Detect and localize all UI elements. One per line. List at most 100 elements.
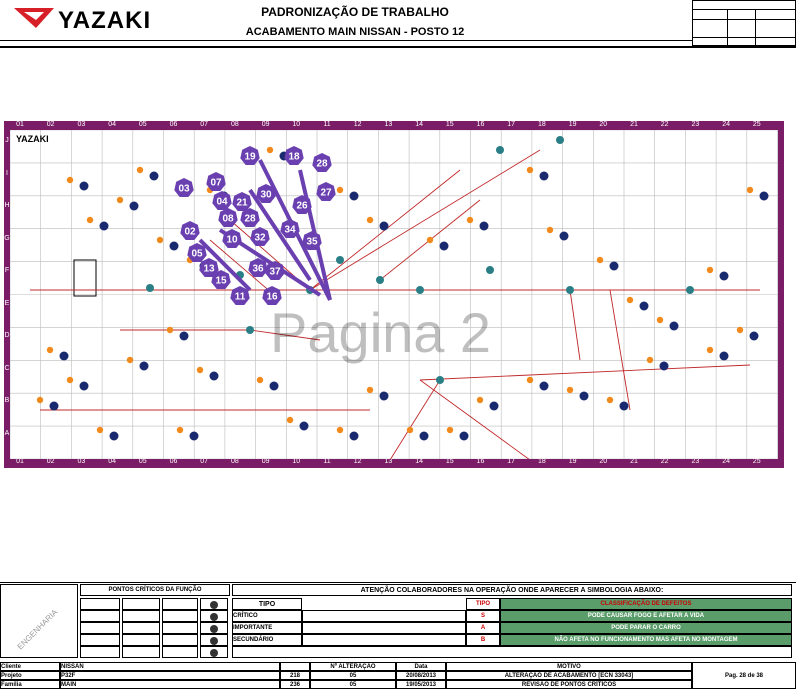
approval-box <box>692 0 796 46</box>
callout-number: 10 <box>226 235 238 246</box>
critical-symbol-icon <box>210 637 218 645</box>
terminal-connector <box>419 431 429 441</box>
page-number: Pag. 28 de 38 <box>692 662 796 689</box>
critical-point-cell <box>122 646 160 658</box>
column-number: 23 <box>691 458 700 465</box>
terminal-connector <box>719 351 729 361</box>
callout-badge <box>218 208 238 227</box>
revision-date: 20/08/2013 <box>396 671 446 680</box>
column-number: 06 <box>169 121 178 128</box>
terminal-connector <box>129 201 139 211</box>
column-number: 24 <box>722 458 730 465</box>
reference-point <box>366 386 374 394</box>
engenharia-box: ENGENHARIA <box>0 584 78 658</box>
callout-badge <box>230 286 250 305</box>
column-number: 10 <box>292 121 301 128</box>
reference-point <box>286 416 294 424</box>
wire-path <box>569 289 581 361</box>
column-number: 24 <box>722 121 730 128</box>
reference-point <box>36 396 44 404</box>
terminal-connector <box>639 301 649 311</box>
column-number: 18 <box>537 121 546 128</box>
column-number: 21 <box>630 458 638 465</box>
column-number: 13 <box>384 121 393 128</box>
terminal-connector <box>79 181 89 191</box>
column-number: 18 <box>537 458 546 465</box>
column-number: 15 <box>445 458 454 465</box>
column-number: 01 <box>16 121 24 128</box>
column-number: 17 <box>507 458 516 465</box>
critical-symbol-icon <box>210 613 218 621</box>
connector-node <box>686 286 694 294</box>
connector-node <box>376 276 384 284</box>
reference-point <box>336 426 344 434</box>
terminal-connector <box>59 351 69 361</box>
column-number: 04 <box>108 121 116 128</box>
terminal-connector <box>579 391 589 401</box>
critical-point-cell <box>80 610 120 622</box>
page-header: YAZAKI PADRONIZAÇÃO DE TRABALHO ACABAMEN… <box>0 0 796 48</box>
connector-node <box>566 286 574 294</box>
reference-point <box>466 216 474 224</box>
column-number: 11 <box>323 121 331 128</box>
column-number: 12 <box>353 121 362 128</box>
reference-point <box>266 146 274 154</box>
board-layout-map: 19 18 28 03 07 30 27 04 21 26 08 28 34 02 10 32 35 05 13 36… <box>9 129 778 461</box>
callout-number: 16 <box>266 292 278 303</box>
terminal-connector <box>189 431 199 441</box>
callout-badge <box>248 258 268 277</box>
header-strip <box>0 40 692 46</box>
critical-point-cell <box>80 634 120 646</box>
callout-number: 08 <box>222 214 234 225</box>
column-number: 19 <box>568 458 577 465</box>
column-number: 08 <box>230 121 239 128</box>
critical-point-cell <box>162 598 198 610</box>
legend-code: S <box>466 610 500 622</box>
reference-point <box>596 256 604 264</box>
terminal-connector <box>269 381 279 391</box>
terminal-connector <box>209 371 219 381</box>
column-number: 13 <box>384 458 393 465</box>
reference-point <box>736 326 744 334</box>
callout-badge <box>222 229 242 248</box>
critical-point-cell <box>162 610 198 622</box>
attention-banner: ATENÇÃO COLABORADORES NA OPERAÇÃO ONDE A… <box>232 584 792 596</box>
critical-points-header: PONTOS CRÍTICOS DA FUNÇÃO <box>80 584 230 596</box>
callout-badge <box>256 184 276 203</box>
callout-number: 37 <box>269 267 281 278</box>
reference-point <box>66 176 74 184</box>
column-number: 09 <box>261 121 270 128</box>
terminal-connector <box>489 401 499 411</box>
callout-arrow <box>198 238 252 292</box>
revision-date: 19/05/2013 <box>396 680 446 689</box>
column-number: 06 <box>169 458 178 465</box>
reference-point <box>566 386 574 394</box>
column-number: 22 <box>660 121 669 128</box>
reference-point <box>526 166 534 174</box>
reference-point <box>626 296 634 304</box>
terminal-connector <box>719 271 729 281</box>
terminal-connector <box>99 221 109 231</box>
reference-point <box>606 396 614 404</box>
column-number: 16 <box>476 458 485 465</box>
column-number: 05 <box>138 458 147 465</box>
board-fixture <box>73 259 97 297</box>
reference-point <box>706 266 714 274</box>
critical-symbol-icon <box>210 601 218 609</box>
connector-node <box>556 136 564 144</box>
row-letter: G <box>4 234 10 242</box>
row-letter: H <box>4 202 10 209</box>
column-number: 22 <box>660 458 669 465</box>
callout-badge <box>206 172 226 191</box>
terminal-connector <box>539 381 549 391</box>
footer-label: Família <box>0 680 60 689</box>
column-number: 08 <box>230 458 239 465</box>
column-number: 17 <box>507 121 516 128</box>
callout-number: 34 <box>284 225 296 236</box>
terminal-connector <box>609 261 619 271</box>
callout-badge <box>174 178 194 197</box>
reference-point <box>646 356 654 364</box>
reference-point <box>86 216 94 224</box>
column-number: 05 <box>138 121 147 128</box>
connector-node <box>496 146 504 154</box>
